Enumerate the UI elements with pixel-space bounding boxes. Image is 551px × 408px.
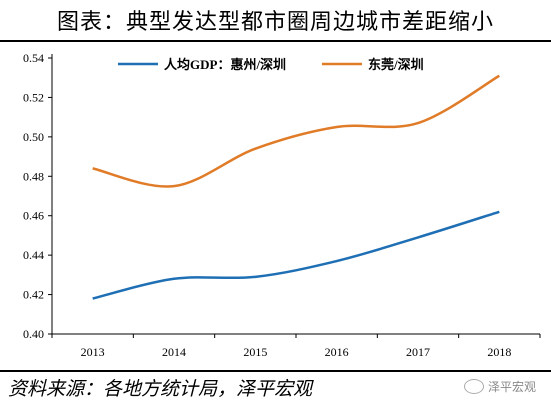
x-tick-label: 2013 — [81, 345, 105, 359]
y-tick-label: 0.44 — [23, 248, 44, 262]
watermark: 泽平宏观 — [464, 378, 536, 395]
wechat-icon — [464, 379, 484, 394]
y-tick-label: 0.52 — [23, 90, 44, 104]
y-tick-label: 0.50 — [23, 130, 44, 144]
y-tick-label: 0.46 — [23, 209, 44, 223]
legend-label: 人均GDP：惠州/深圳 — [164, 57, 286, 72]
x-tick-label: 2017 — [406, 345, 430, 359]
top-rule — [0, 40, 551, 42]
watermark-text: 泽平宏观 — [488, 380, 537, 394]
x-tick-label: 2016 — [325, 345, 349, 359]
legend: 人均GDP：惠州/深圳 东莞/深圳 — [118, 57, 424, 72]
x-tick-label: 2014 — [162, 345, 186, 359]
source-note: 资料来源：各地方统计局，泽平宏观 — [8, 378, 313, 400]
series-lines — [92, 74, 500, 300]
line-chart: 0.40 0.42 0.44 0.46 0.48 0.50 0.52 0.54 2013 2014… — [23, 51, 541, 359]
x-tick-label: 2015 — [243, 345, 267, 359]
bottom-rule — [0, 370, 551, 372]
x-tick-label: 2018 — [487, 345, 511, 359]
y-tick-label: 0.40 — [23, 327, 44, 341]
legend-label: 东莞/深圳 — [368, 57, 424, 72]
chart-title: 图表：典型发达型都市圈周边城市差距缩小 — [56, 10, 494, 35]
y-tick-label: 0.42 — [23, 288, 44, 302]
y-tick-label: 0.48 — [23, 169, 44, 183]
series-line-1 — [92, 210, 500, 300]
axes: 0.40 0.42 0.44 0.46 0.48 0.50 0.52 0.54 2013 2014… — [23, 51, 541, 359]
y-tick-label: 0.54 — [23, 51, 44, 65]
series-line-2 — [92, 74, 500, 188]
